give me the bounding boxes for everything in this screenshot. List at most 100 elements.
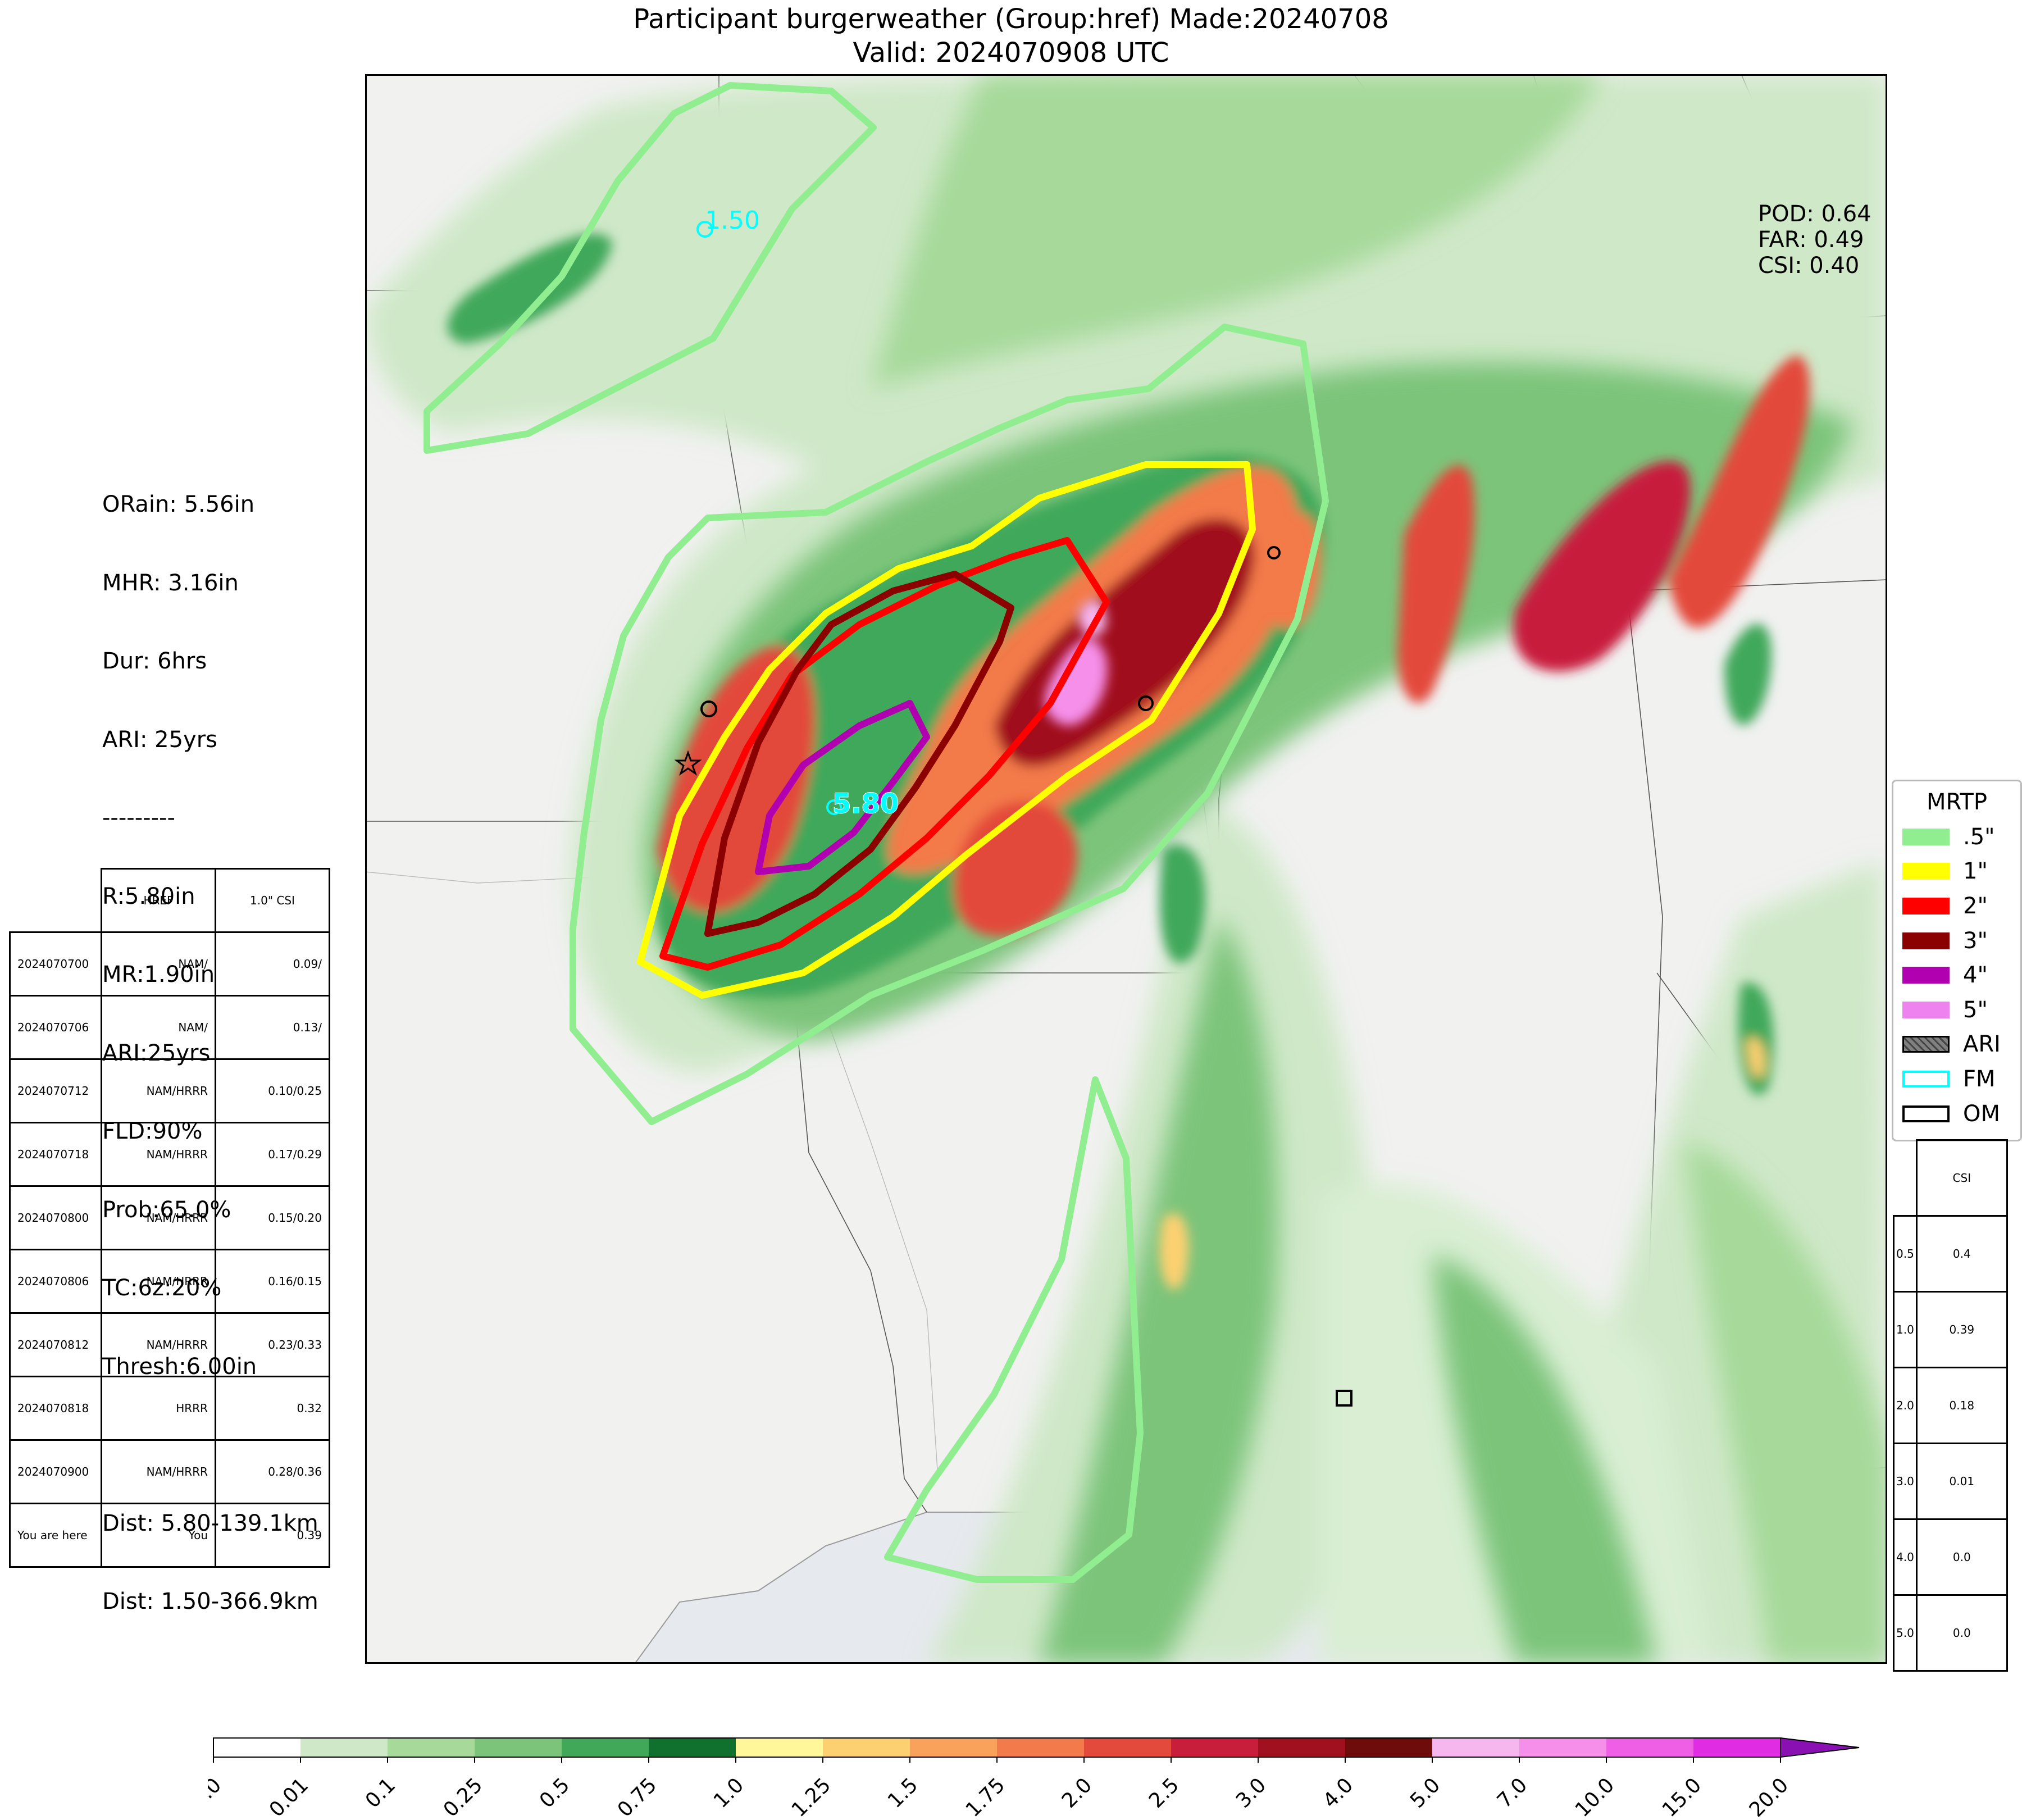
colorbar-bin bbox=[213, 1738, 301, 1757]
legend-item: 3" bbox=[1893, 923, 2020, 958]
table-row: 5.0 0.0 bbox=[1893, 1594, 2008, 1672]
colorbar-tick-label: 2.0 bbox=[1058, 1773, 1096, 1812]
colorbar-tick-label: 0.25 bbox=[439, 1773, 488, 1820]
colorbar-bin bbox=[300, 1738, 388, 1757]
contour-0-5-main bbox=[570, 324, 1329, 1125]
legend-item: ARI bbox=[1893, 1027, 2020, 1062]
contour-2 bbox=[659, 537, 1110, 971]
stat-line: MHR: 3.16in bbox=[102, 570, 239, 596]
csi-header: CSI bbox=[1915, 1139, 2008, 1217]
csi-cell: 0.39 bbox=[215, 1503, 330, 1568]
colorbar-bin bbox=[1606, 1738, 1694, 1757]
colorbar-tick-label: 7.0 bbox=[1493, 1773, 1532, 1812]
csi-value-cell: 0.01 bbox=[1915, 1443, 2008, 1520]
model-cell: NAM/ bbox=[101, 995, 216, 1060]
legend-item: OM bbox=[1893, 1096, 2020, 1131]
colorbar-bin bbox=[1345, 1738, 1433, 1757]
table-row: 2024070818 HRRR 0.32 bbox=[9, 1376, 330, 1441]
table-row: 2024070706 NAM/0.13/ bbox=[9, 995, 330, 1060]
legend-item: .5" bbox=[1893, 820, 2020, 854]
run-cell: 2024070818 bbox=[9, 1376, 102, 1441]
colorbar-tick-label: 0.01 bbox=[265, 1773, 313, 1820]
legend-item: 1" bbox=[1893, 854, 2020, 889]
csi-cell: 0.17/0.29 bbox=[215, 1122, 330, 1187]
colorbar-bin bbox=[823, 1738, 910, 1757]
legend-item: FM bbox=[1893, 1062, 2020, 1096]
table-row: 3.0 0.01 bbox=[1893, 1443, 2008, 1520]
legend-label: OM bbox=[1963, 1100, 2000, 1127]
legend-swatch bbox=[1902, 1070, 1950, 1088]
pod-score: POD: 0.64 bbox=[1758, 201, 1871, 227]
observation-markers bbox=[700, 546, 1352, 1407]
colorbar-tick-label: 0.75 bbox=[613, 1773, 662, 1820]
model-cell: NAM/HRRR bbox=[101, 1439, 216, 1504]
colorbar-bin bbox=[1432, 1738, 1520, 1757]
csi-value-cell: 0.0 bbox=[1915, 1594, 2008, 1672]
colorbar-bin bbox=[388, 1738, 475, 1757]
level-cell: 3.0 bbox=[1893, 1443, 1918, 1520]
level-cell: 5.0 bbox=[1893, 1594, 1918, 1672]
model-cell: NAM/HRRR bbox=[101, 1312, 216, 1377]
table-row: 2024070700 NAM/0.09/ bbox=[9, 931, 330, 997]
csi-cell: 0.32 bbox=[215, 1376, 330, 1441]
colorbar-bin bbox=[910, 1738, 998, 1757]
run-cell: 2024070706 bbox=[9, 995, 102, 1060]
colorbar-bin bbox=[1519, 1738, 1607, 1757]
fm-markers: 1.50 5.80 bbox=[696, 206, 899, 820]
colorbar-tick-label: 1.25 bbox=[787, 1773, 836, 1820]
csi-value-cell: 0.39 bbox=[1915, 1291, 2008, 1368]
fm-label: 5.80 bbox=[832, 788, 899, 820]
colorbar-bin bbox=[1693, 1738, 1781, 1757]
legend-swatch bbox=[1902, 863, 1950, 880]
legend-label: ARI bbox=[1963, 1031, 2001, 1058]
om-circle-marker bbox=[700, 700, 717, 717]
csi-cell: 0.09/ bbox=[215, 931, 330, 997]
colorbar-tick-label: 2.5 bbox=[1145, 1773, 1183, 1812]
stat-line: --------- bbox=[102, 805, 175, 831]
om-square-marker bbox=[1336, 1390, 1352, 1407]
verification-scores: POD: 0.64 FAR: 0.49 CSI: 0.40 bbox=[1758, 201, 1871, 279]
table-row: You are here You 0.39 bbox=[9, 1503, 330, 1568]
legend-rows: .5" 1" 2" 3" 4" 5" ARI FM OM bbox=[1893, 820, 2020, 1131]
legend-label: .5" bbox=[1963, 823, 1995, 850]
om-circle-marker bbox=[1267, 546, 1281, 559]
colorbar-bin bbox=[475, 1738, 562, 1757]
history-header: 1.0" CSI bbox=[215, 868, 330, 933]
model-cell: NAM/HRRR bbox=[101, 1249, 216, 1314]
table-row: 2024070800 NAM/HRRR 0.15/0.20 bbox=[9, 1185, 330, 1250]
table-row: 2024070806 NAM/HRRR 0.16/0.15 bbox=[9, 1249, 330, 1314]
colorbar-tick-label: 3.0 bbox=[1232, 1773, 1270, 1812]
colorbar-tick-label: 0.0 bbox=[208, 1773, 226, 1812]
legend-swatch bbox=[1902, 897, 1950, 914]
table-row: 4.0 0.0 bbox=[1893, 1518, 2008, 1596]
model-cell: NAM/HRRR bbox=[101, 1185, 216, 1250]
contour-4 bbox=[755, 700, 930, 875]
level-cell: 4.0 bbox=[1893, 1518, 1918, 1596]
colorbar-bin bbox=[649, 1738, 736, 1757]
legend-label: 1" bbox=[1963, 858, 1988, 885]
level-cell: 0.5 bbox=[1893, 1215, 1918, 1293]
colorbar-extend-arrow bbox=[1780, 1737, 1860, 1758]
precip-colorbar: 0.0 0.01 0.1 0.25 0.5 0.75 1.0 1.25 1.5 1.75 2.0 2.… bbox=[208, 1737, 1860, 1820]
model-cell: NAM/HRRR bbox=[101, 1058, 216, 1123]
stat-line: Dur: 6hrs bbox=[102, 648, 207, 674]
legend-label: 3" bbox=[1963, 927, 1988, 954]
figure-title: Participant burgerweather (Group:href) M… bbox=[359, 2, 1663, 70]
legend-swatch bbox=[1902, 967, 1950, 984]
csi-cell: 0.15/0.20 bbox=[215, 1185, 330, 1250]
table-row: 2024070900 NAM/HRRR 0.28/0.36 bbox=[9, 1439, 330, 1504]
colorbar-tick-label: 20.0 bbox=[1745, 1773, 1793, 1820]
history-table: HREF 1.0" CSI 2024070700 NAM/0.09/ 202407… bbox=[9, 868, 330, 1568]
fm-circle-marker bbox=[826, 799, 842, 815]
csi-value-cell: 0.4 bbox=[1915, 1215, 2008, 1293]
history-header: HREF bbox=[101, 868, 216, 933]
mrtp-legend: MRTP .5" 1" 2" 3" 4" 5" ARI FM OM bbox=[1892, 780, 2022, 1141]
contour-1 bbox=[637, 461, 1256, 999]
run-cell: 2024070712 bbox=[9, 1058, 102, 1123]
csi-score: CSI: 0.40 bbox=[1758, 253, 1860, 279]
title-line-2: Valid: 2024070908 UTC bbox=[853, 37, 1169, 69]
run-cell: 2024070800 bbox=[9, 1185, 102, 1250]
csi-table: CSI 0.5 0.4 1.0 0.39 2.0 0.18 3.0 0.01 4.0 0.… bbox=[1893, 1139, 2008, 1672]
legend-swatch bbox=[1902, 1001, 1950, 1018]
colorbar-bin bbox=[1171, 1738, 1259, 1757]
